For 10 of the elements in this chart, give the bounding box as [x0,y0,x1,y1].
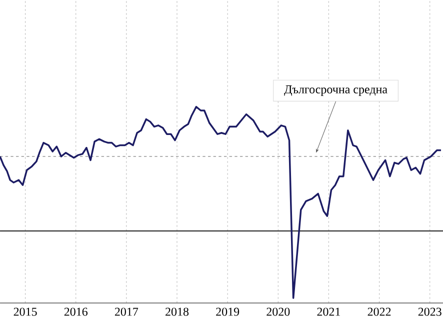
x-tick-label: 2022 [368,308,391,316]
x-tick-label: 2020 [266,308,290,316]
x-tick-label: 2016 [64,308,88,316]
x-tick-label: 2018 [166,308,189,316]
x-tick-label: 2019 [216,308,240,316]
x-tick-label: 2021 [317,308,340,316]
annotation: Дългосрочна средна [284,85,388,96]
x-tick-label: 2015 [14,308,37,316]
x-tick-label: 2017 [114,308,138,316]
x-tick-label: 2023 [418,308,442,316]
